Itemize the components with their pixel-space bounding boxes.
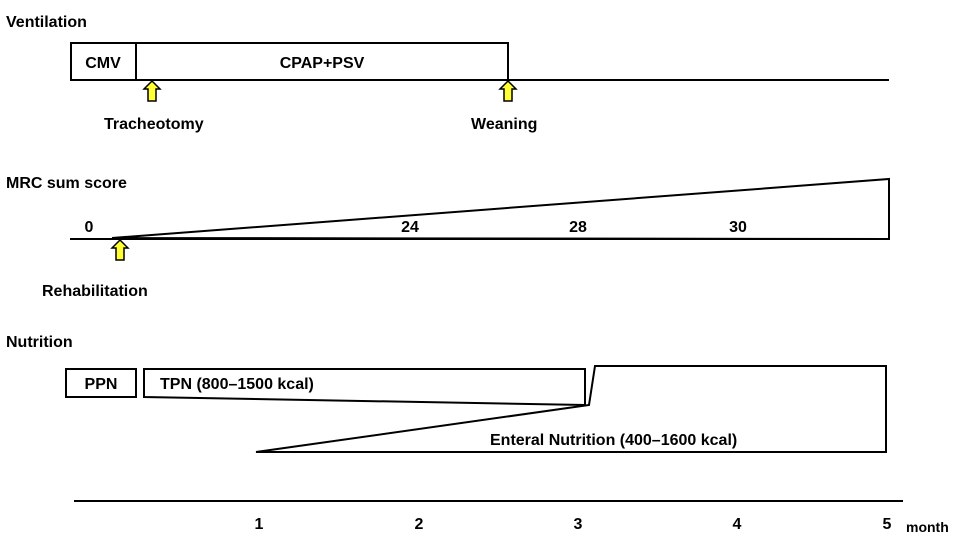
mrc-section: MRC sum score 0 24 28 30 Rehabilitation (6, 175, 890, 300)
mrc-score-28: 28 (569, 219, 587, 236)
nutrition-title: Nutrition (6, 334, 73, 351)
ppn-label: PPN (85, 376, 118, 393)
mrc-score-30: 30 (729, 219, 747, 236)
axis-tick-5: 5 (883, 516, 892, 533)
axis-tick-4: 4 (733, 516, 742, 533)
axis-tick-3: 3 (574, 516, 583, 533)
rehabilitation-label: Rehabilitation (42, 283, 148, 300)
mrc-title: MRC sum score (6, 175, 127, 192)
time-axis: 1 2 3 4 5 month (74, 500, 949, 533)
mrc-score-24: 24 (401, 219, 419, 236)
cpap-psv-label: CPAP+PSV (280, 55, 365, 72)
cpap-psv-box (135, 42, 509, 81)
axis-tick-2: 2 (415, 516, 424, 533)
axis-tick-1: 1 (255, 516, 264, 533)
ppn-box (65, 368, 137, 398)
nutrition-section: Nutrition PPN TPN (800–1500 kcal) Entera… (6, 334, 887, 453)
weaning-label: Weaning (471, 116, 537, 133)
rehabilitation-arrow-icon (110, 238, 130, 261)
tracheotomy-label: Tracheotomy (104, 116, 204, 133)
axis-unit-label: month (906, 519, 949, 533)
cmv-box (70, 42, 137, 81)
tpn-label: TPN (800–1500 kcal) (160, 376, 314, 393)
cmv-label: CMV (85, 55, 121, 72)
mrc-score-0: 0 (85, 219, 94, 236)
ventilation-title: Ventilation (6, 14, 87, 31)
weaning-arrow-icon (498, 79, 518, 102)
tracheotomy-arrow-icon (142, 79, 162, 102)
enteral-nutrition-label: Enteral Nutrition (400–1600 kcal) (490, 432, 737, 449)
ventilation-section: Ventilation CMV CPAP+PSV Tracheotomy Wea… (6, 14, 889, 133)
enteral-nutrition-shape (255, 365, 887, 453)
mrc-wedge (111, 177, 890, 241)
